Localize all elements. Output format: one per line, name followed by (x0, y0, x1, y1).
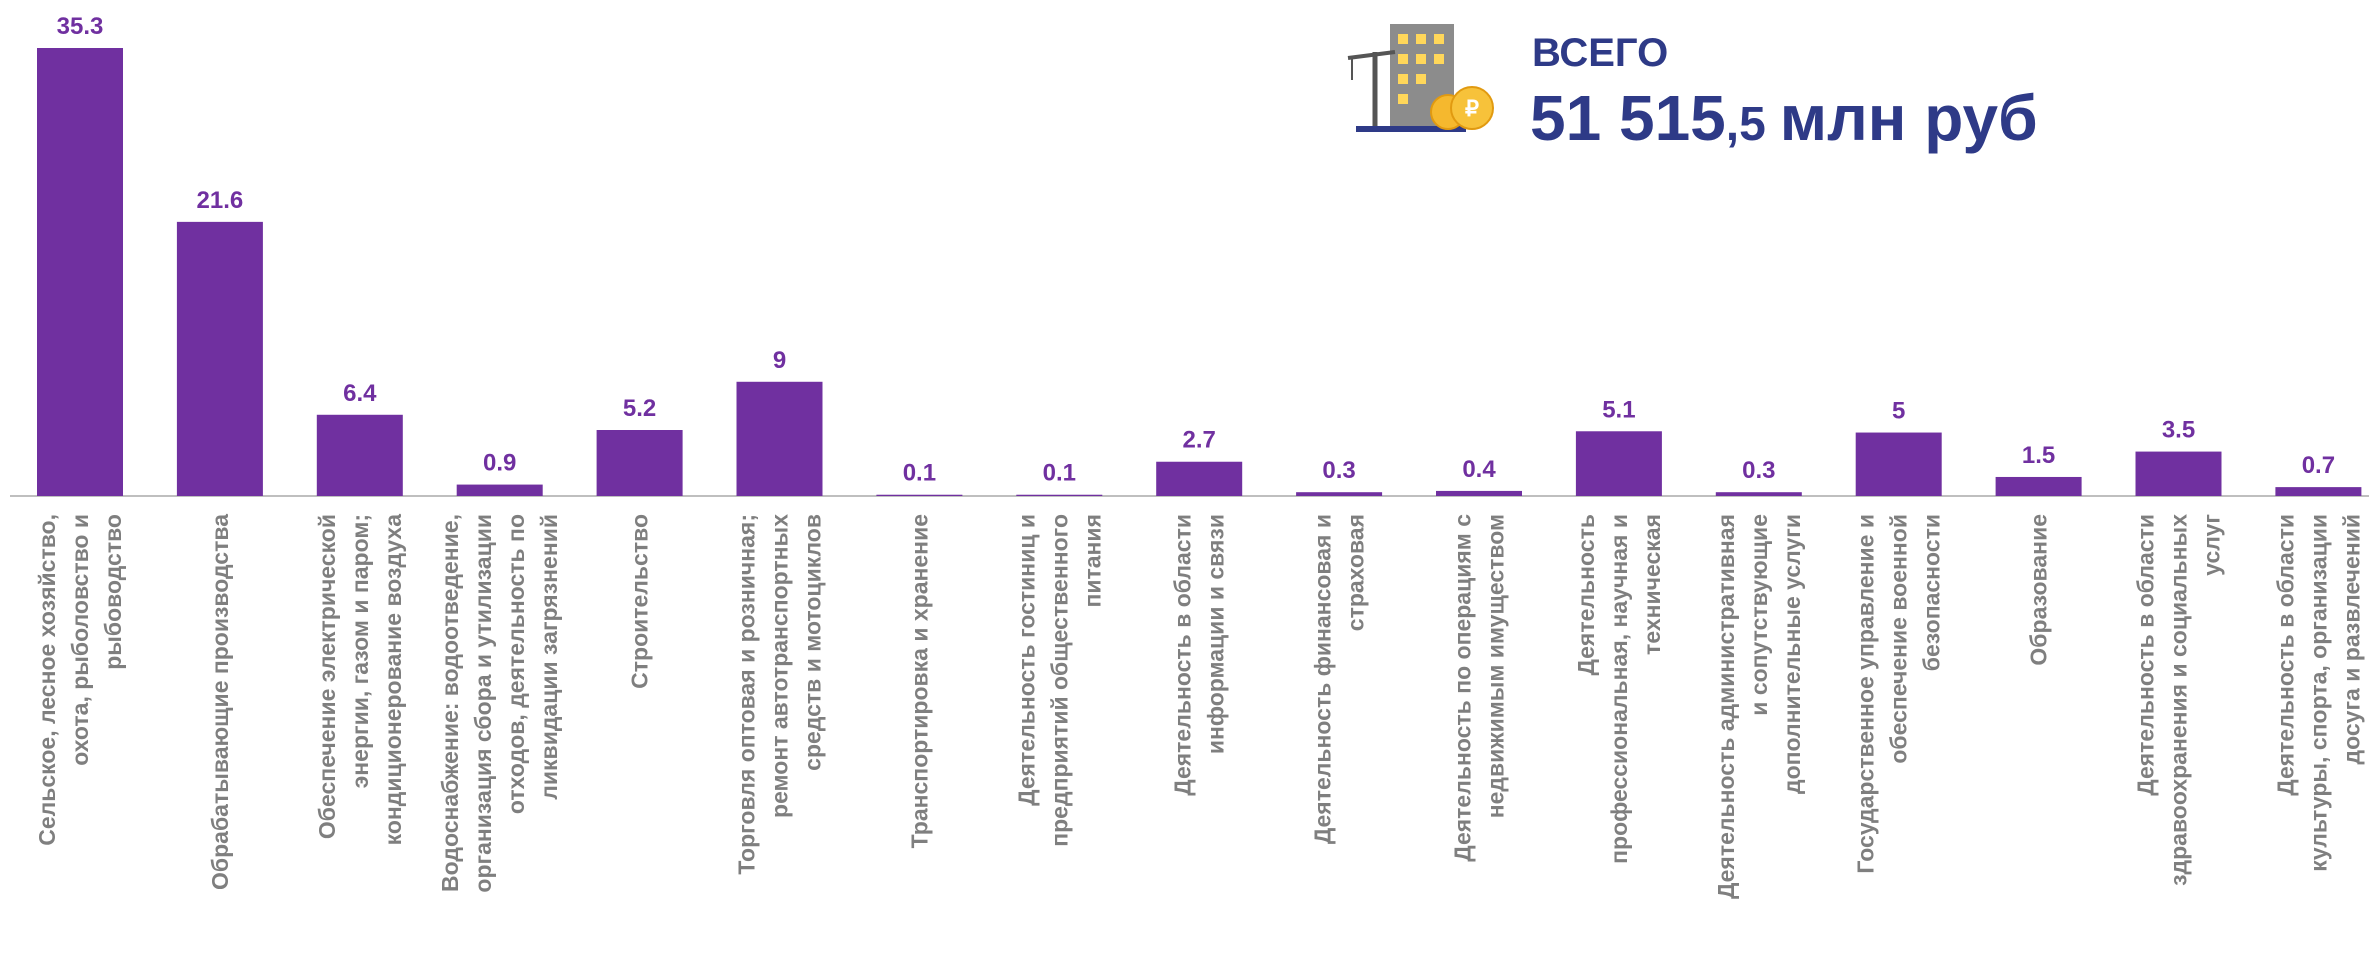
value-label: 35.3 (57, 13, 104, 40)
bar (1296, 492, 1383, 496)
bar (316, 414, 403, 496)
category-label: Деятельность (1573, 514, 1599, 676)
bar (1995, 476, 2082, 496)
value-label: 6.4 (343, 380, 377, 407)
total-integer: 51 515 (1530, 82, 1726, 154)
category-label: страховая (1343, 514, 1369, 631)
value-label: 2.7 (1183, 427, 1216, 454)
category-label: Обрабатывающие производства (207, 514, 233, 890)
bar (1436, 490, 1522, 496)
category-label: энергии, газом и паром; (347, 514, 373, 788)
category-label: здравоохранения и социальных (2166, 514, 2192, 886)
category-label: отходов, деятельность по (503, 514, 529, 814)
bar (876, 494, 963, 496)
category-label: Деятельность административная (1713, 514, 1739, 899)
category-label: кондиционерование воздуха (380, 514, 406, 846)
value-label: 0.7 (2302, 452, 2335, 479)
value-label: 0.1 (1043, 460, 1076, 487)
category-label: и сопутствующие (1746, 514, 1772, 716)
total-value: 51 515,5 млн руб (1530, 82, 2038, 154)
total-unit: млн руб (1780, 82, 2038, 154)
bar (176, 221, 263, 496)
value-label: 0.1 (903, 460, 936, 487)
bar (2135, 451, 2222, 496)
value-label: 0.9 (483, 450, 516, 477)
value-label: 5.2 (623, 395, 656, 422)
category-label: недвижимым имуществом (1483, 514, 1509, 818)
category-label: питания (1079, 514, 1105, 608)
category-label: ликвидации загрязнений (536, 514, 562, 800)
icon: ₽ (1347, 24, 1494, 132)
svg-text:₽: ₽ (1465, 96, 1479, 121)
category-label: профессиональная, научная и (1606, 514, 1632, 864)
value-label: 9 (773, 347, 786, 374)
value-label: 1.5 (2022, 442, 2055, 469)
bar (456, 484, 543, 496)
bar (1715, 492, 1802, 496)
category-label: Транспортировка и хранение (906, 514, 932, 848)
bar (1855, 432, 1942, 496)
category-label: предприятий общественного (1046, 514, 1072, 847)
category-label: Водоснабжение: водоотведение, (437, 514, 463, 892)
value-label: 5.1 (1602, 396, 1635, 423)
category-label: досуга и развлечений (2338, 514, 2364, 764)
category-label: техническая (1639, 514, 1665, 655)
category-label: Деятельность в области (1170, 514, 1196, 796)
category-label: Государственное управление и (1853, 514, 1879, 874)
value-label: 5 (1892, 398, 1905, 425)
category-label: безопасности (1919, 514, 1945, 671)
total-fraction: ,5 (1726, 98, 1766, 151)
category-label: Образование (2026, 514, 2052, 666)
category-label: ремонт автотранспортных (767, 514, 793, 818)
total-label: ВСЕГО (1532, 31, 1668, 75)
value-label: 0.3 (1742, 457, 1775, 484)
category-label: Деятельность гостиниц и (1013, 514, 1039, 806)
category-label: рыбоводство (100, 514, 126, 670)
category-label: дополнительные услуги (1779, 514, 1805, 794)
category-label: обеспечение военной (1886, 514, 1912, 764)
bar (1016, 494, 1103, 496)
value-label: 0.3 (1322, 457, 1355, 484)
value-label: 0.4 (1462, 456, 1496, 483)
value-label: 3.5 (2162, 417, 2195, 444)
category-label: Деятельность финансовая и (1310, 514, 1336, 844)
value-label: 21.6 (197, 187, 244, 214)
bar (1575, 431, 1662, 496)
bar (2275, 487, 2362, 496)
category-label: информации и связи (1203, 514, 1229, 754)
category-label: Сельское, лесное хозяйство, (34, 514, 60, 846)
category-label: Деятельность в области (2133, 514, 2159, 796)
bar (1156, 461, 1243, 496)
bar (596, 430, 683, 496)
category-label: средств и мотоциклов (800, 514, 826, 771)
category-label: Деятельность по операциям с (1450, 514, 1476, 862)
category-label: услуг (2199, 514, 2225, 576)
category-label: Обеспечение электрической (314, 514, 340, 839)
category-label: Строительство (627, 514, 653, 689)
category-label: организация сбора и утилизации (470, 514, 496, 893)
category-label: культуры, спорта, организации (2305, 514, 2331, 872)
category-label: Деятельность в области (2272, 514, 2298, 796)
bar (736, 381, 823, 496)
category-label: охота, рыболовство и (67, 514, 93, 766)
category-label: Торговля оптовая и розничная; (734, 514, 760, 875)
bar (37, 48, 123, 496)
